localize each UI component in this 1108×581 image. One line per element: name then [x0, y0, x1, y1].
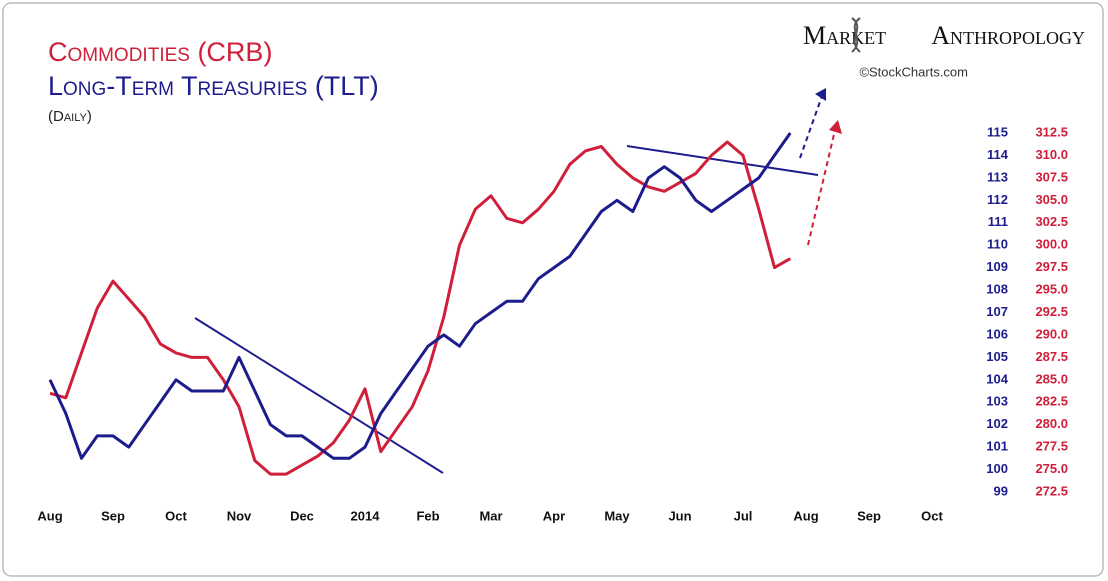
chart-subtitle: (Daily) — [48, 108, 92, 125]
x-tick-label: Jul — [734, 508, 753, 523]
y2-tick-label: 292.5 — [1035, 304, 1068, 319]
y-tick-label: 110 — [987, 237, 1008, 252]
y2-tick-label: 307.5 — [1035, 169, 1068, 184]
y-tick-label: 108 — [986, 282, 1008, 297]
y2-tick-label: 297.5 — [1035, 259, 1068, 274]
x-tick-label: Sep — [857, 508, 881, 523]
y-tick-label: 106 — [986, 326, 1008, 341]
y-tick-label: 100 — [986, 461, 1008, 476]
y-tick-label: 109 — [986, 259, 1008, 274]
y2-tick-label: 305.0 — [1035, 192, 1068, 207]
x-tick-label: Apr — [543, 508, 565, 523]
y-tick-label: 112 — [987, 192, 1008, 207]
y2-tick-label: 277.5 — [1035, 439, 1068, 454]
y2-tick-label: 302.5 — [1035, 214, 1068, 229]
x-tick-label: May — [604, 508, 630, 523]
y-tick-label: 99 — [994, 483, 1008, 498]
series-line — [48, 132, 792, 460]
series-line — [49, 140, 792, 476]
y-tick-label: 103 — [986, 394, 1008, 409]
y2-tick-label: 300.0 — [1035, 237, 1068, 252]
x-tick-label: Aug — [37, 508, 62, 523]
annotations — [194, 88, 842, 474]
x-tick-label: Aug — [793, 508, 818, 523]
x-tick-label: Sep — [101, 508, 125, 523]
y2-tick-label: 280.0 — [1035, 416, 1068, 431]
credit: ©StockCharts.com — [859, 64, 968, 79]
x-tick-label: Dec — [290, 508, 314, 523]
x-tick-label: Oct — [921, 508, 943, 523]
legend-entry: Commodities (CRB) — [48, 37, 272, 67]
y2-tick-label: 287.5 — [1035, 349, 1068, 364]
x-tick-label: 2014 — [351, 508, 381, 523]
x-tick-label: Nov — [227, 508, 252, 523]
dna-icon — [851, 17, 861, 53]
y2-tick-label: 312.5 — [1035, 124, 1068, 139]
y-tick-label: 104 — [986, 371, 1008, 386]
y2-tick-label: 285.0 — [1035, 371, 1068, 386]
y-tick-label: 101 — [986, 439, 1008, 454]
y-tick-label: 115 — [987, 124, 1008, 139]
y-tick-label: 113 — [987, 169, 1008, 184]
x-tick-label: Oct — [165, 508, 187, 523]
y2-tick-label: 290.0 — [1035, 326, 1068, 341]
y2-tick-label: 282.5 — [1035, 394, 1068, 409]
y-tick-label: 114 — [987, 147, 1009, 162]
brand: Market Anthropology — [803, 21, 1085, 50]
x-tick-label: Jun — [668, 508, 691, 523]
y2-tick-label: 295.0 — [1035, 282, 1068, 297]
y2-tick-label: 310.0 — [1035, 147, 1068, 162]
x-tick-label: Feb — [416, 508, 439, 523]
y-tick-label: 105 — [986, 349, 1008, 364]
y2-tick-label: 272.5 — [1035, 483, 1068, 498]
x-tick-label: Mar — [479, 508, 502, 523]
y-tick-label: 111 — [988, 214, 1008, 229]
y-tick-label: 107 — [986, 304, 1008, 319]
y2-tick-label: 275.0 — [1035, 461, 1068, 476]
y-tick-label: 102 — [986, 416, 1008, 431]
legend-entry: Long-Term Treasuries (TLT) — [48, 71, 379, 101]
